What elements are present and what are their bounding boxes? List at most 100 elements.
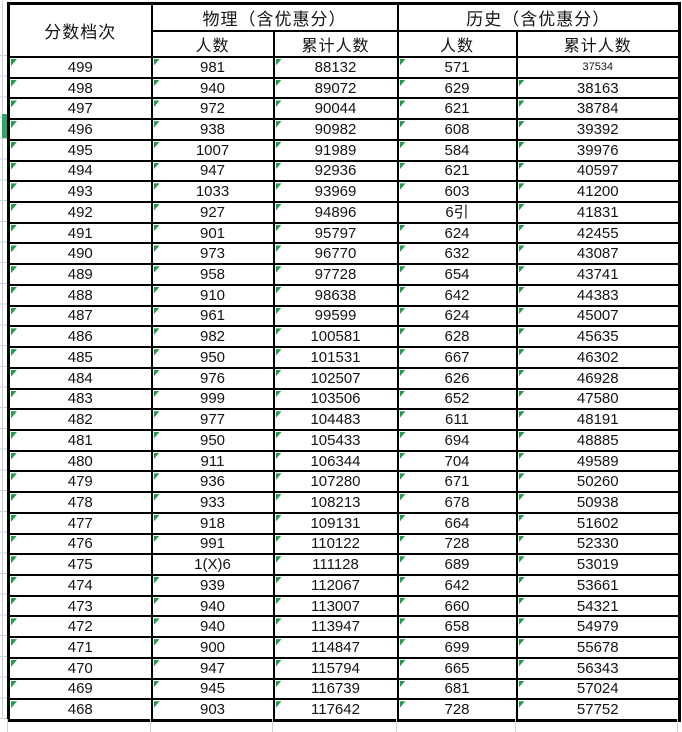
physics-cumulative-cell[interactable]: 117642 (272, 698, 399, 721)
physics-cumulative-cell[interactable]: 114847 (272, 636, 399, 659)
score-cell[interactable]: 468 (7, 698, 153, 721)
physics-count-cell[interactable]: 947 (150, 159, 275, 183)
history-cumulative-cell[interactable]: 47580 (515, 387, 681, 411)
physics-count-cell[interactable]: 939 (150, 573, 275, 597)
history-count-cell[interactable]: 626 (396, 366, 518, 390)
score-cell[interactable]: 484 (7, 366, 153, 390)
history-cumulative-cell[interactable]: 51602 (515, 511, 681, 535)
history-count-cell[interactable]: 654 (396, 263, 518, 286)
history-cumulative-cell[interactable]: 44383 (515, 283, 681, 307)
physics-count-cell[interactable]: 1(X)6 (150, 553, 275, 576)
history-count-cell[interactable]: 584 (396, 138, 518, 162)
history-cumulative-cell[interactable]: 41200 (515, 180, 681, 204)
physics-count-cell[interactable]: 940 (150, 594, 275, 618)
physics-count-cell[interactable]: 903 (150, 698, 275, 721)
history-count-cell[interactable]: 699 (396, 636, 518, 659)
history-count-cell[interactable]: 6引 (396, 201, 518, 224)
score-cell[interactable]: 487 (7, 304, 153, 328)
history-cumulative-cell[interactable]: 43087 (515, 242, 681, 266)
physics-count-cell[interactable]: 973 (150, 242, 275, 266)
history-cumulative-cell[interactable]: 50260 (515, 470, 681, 494)
physics-count-cell[interactable]: 933 (150, 491, 275, 514)
physics-cumulative-cell[interactable]: 96770 (272, 242, 399, 266)
score-cell[interactable]: 494 (7, 159, 153, 183)
score-cell[interactable]: 476 (7, 532, 153, 556)
history-cumulative-cell[interactable]: 42455 (515, 221, 681, 245)
score-cell[interactable]: 481 (7, 428, 153, 452)
physics-count-cell[interactable]: 950 (150, 346, 275, 369)
header-physics-band[interactable]: 物理（含优惠分） (150, 2, 399, 32)
physics-cumulative-cell[interactable]: 95797 (272, 221, 399, 245)
physics-count-cell[interactable]: 961 (150, 304, 275, 328)
history-count-cell[interactable]: 660 (396, 594, 518, 618)
physics-cumulative-cell[interactable]: 107280 (272, 470, 399, 494)
score-cell[interactable]: 473 (7, 594, 153, 618)
history-cumulative-cell[interactable]: 49589 (515, 449, 681, 473)
physics-cumulative-cell[interactable]: 108213 (272, 491, 399, 514)
physics-cumulative-cell[interactable]: 111128 (272, 553, 399, 576)
history-count-cell[interactable]: 621 (396, 159, 518, 183)
history-cumulative-cell[interactable]: 54979 (515, 615, 681, 639)
score-cell[interactable]: 469 (7, 677, 153, 701)
history-count-cell[interactable]: 681 (396, 677, 518, 701)
history-cumulative-cell[interactable]: 38784 (515, 97, 681, 121)
history-cumulative-cell[interactable]: 38163 (515, 76, 681, 100)
physics-cumulative-cell[interactable]: 88132 (272, 56, 399, 79)
history-cumulative-cell[interactable]: 46928 (515, 366, 681, 390)
physics-cumulative-cell[interactable]: 106344 (272, 449, 399, 473)
score-cell[interactable]: 474 (7, 573, 153, 597)
score-cell[interactable]: 485 (7, 346, 153, 369)
history-cumulative-cell[interactable]: 45635 (515, 325, 681, 349)
physics-count-cell[interactable]: 936 (150, 470, 275, 494)
physics-count-cell[interactable]: 982 (150, 325, 275, 349)
history-count-cell[interactable]: 624 (396, 221, 518, 245)
physics-count-cell[interactable]: 938 (150, 118, 275, 141)
physics-count-cell[interactable]: 927 (150, 201, 275, 224)
score-cell[interactable]: 471 (7, 636, 153, 659)
history-count-cell[interactable]: 603 (396, 180, 518, 204)
physics-cumulative-cell[interactable]: 90982 (272, 118, 399, 141)
history-cumulative-cell[interactable]: 45007 (515, 304, 681, 328)
history-cumulative-cell[interactable]: 57024 (515, 677, 681, 701)
physics-count-cell[interactable]: 999 (150, 387, 275, 411)
history-cumulative-cell[interactable]: 52330 (515, 532, 681, 556)
physics-count-cell[interactable]: 977 (150, 408, 275, 431)
physics-cumulative-cell[interactable]: 109131 (272, 511, 399, 535)
physics-count-cell[interactable]: 947 (150, 656, 275, 680)
history-cumulative-cell[interactable]: 53661 (515, 573, 681, 597)
physics-cumulative-cell[interactable]: 100581 (272, 325, 399, 349)
history-count-cell[interactable]: 571 (396, 56, 518, 79)
physics-count-cell[interactable]: 901 (150, 221, 275, 245)
score-cell[interactable]: 470 (7, 656, 153, 680)
history-count-cell[interactable]: 611 (396, 408, 518, 431)
history-count-cell[interactable]: 664 (396, 511, 518, 535)
history-count-cell[interactable]: 632 (396, 242, 518, 266)
physics-count-cell[interactable]: 940 (150, 615, 275, 639)
history-cumulative-cell[interactable]: 39976 (515, 138, 681, 162)
physics-count-cell[interactable]: 900 (150, 636, 275, 659)
physics-cumulative-cell[interactable]: 104483 (272, 408, 399, 431)
history-cumulative-cell[interactable]: 46302 (515, 346, 681, 369)
header-score-band[interactable]: 分数档次 (7, 2, 153, 58)
physics-cumulative-cell[interactable]: 98638 (272, 283, 399, 307)
history-count-cell[interactable]: 667 (396, 346, 518, 369)
history-count-cell[interactable]: 665 (396, 656, 518, 680)
physics-cumulative-cell[interactable]: 105433 (272, 428, 399, 452)
score-cell[interactable]: 498 (7, 76, 153, 100)
physics-cumulative-cell[interactable]: 103506 (272, 387, 399, 411)
history-cumulative-cell[interactable]: 55678 (515, 636, 681, 659)
history-cumulative-cell[interactable]: 57752 (515, 698, 681, 721)
history-cumulative-cell[interactable]: 39392 (515, 118, 681, 141)
physics-count-cell[interactable]: 1007 (150, 138, 275, 162)
score-cell[interactable]: 480 (7, 449, 153, 473)
score-cell[interactable]: 495 (7, 138, 153, 162)
physics-count-cell[interactable]: 940 (150, 76, 275, 100)
physics-count-cell[interactable]: 981 (150, 56, 275, 79)
physics-cumulative-cell[interactable]: 110122 (272, 532, 399, 556)
score-cell[interactable]: 496 (7, 118, 153, 141)
physics-count-cell[interactable]: 945 (150, 677, 275, 701)
physics-count-cell[interactable]: 918 (150, 511, 275, 535)
physics-count-cell[interactable]: 1033 (150, 180, 275, 204)
history-count-cell[interactable]: 678 (396, 491, 518, 514)
physics-count-cell[interactable]: 958 (150, 263, 275, 286)
